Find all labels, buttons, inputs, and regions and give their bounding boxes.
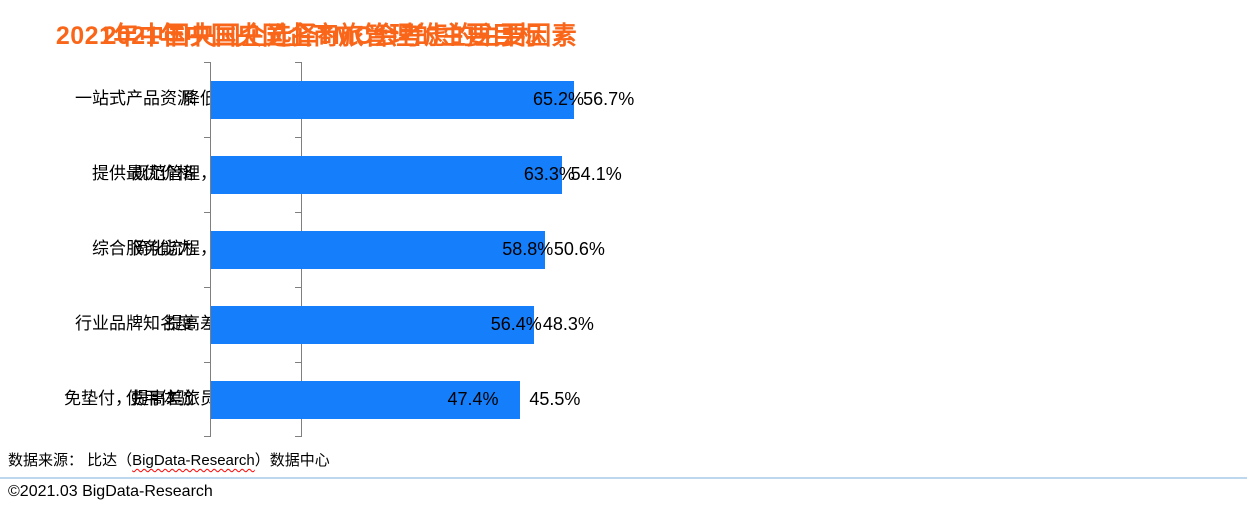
axis-tick	[204, 436, 210, 437]
bar-cell: 56.4%	[204, 287, 607, 362]
chart-row: 行业品牌知名度 56.4%	[0, 287, 607, 362]
axis-tick	[295, 436, 301, 437]
bar-cell: 58.8%	[204, 212, 607, 287]
chart-row: 一站式产品资源 65.2%	[0, 62, 607, 137]
axis-tick	[204, 62, 210, 63]
data-source-suffix: ）数据中心	[254, 452, 330, 469]
divider-line	[0, 477, 1247, 479]
category-label: 综合服务能力	[92, 239, 194, 259]
bar	[211, 80, 524, 119]
axis-tick	[204, 362, 210, 363]
data-source-line: 数据来源： 比达（BigData-Research）数据中心	[8, 449, 330, 470]
category-label: 使用体验	[126, 389, 194, 409]
bar-cell: 63.3%	[204, 137, 607, 212]
axis-tick	[295, 62, 301, 63]
axis-tick	[295, 287, 301, 288]
category-label: 一站式产品资源	[75, 89, 194, 109]
value-label: 56.7%	[583, 89, 635, 109]
bar	[211, 155, 515, 194]
axis-tick	[204, 137, 210, 138]
axis-tick	[204, 287, 210, 288]
data-source-brand: BigData-Research	[132, 452, 255, 469]
chart-title: 2021年中国央国企选择TMC会考虑的主要因素	[55, 22, 578, 50]
axis-tick	[295, 137, 301, 138]
bar	[211, 230, 494, 269]
value-label: 45.5%	[529, 389, 581, 409]
category-label: 提供最优价格	[92, 164, 194, 184]
plot-area: 一站式产品资源 65.2% 提供最优价格 63.3% 综合服务能力 58.8% 行业品牌知名…	[0, 62, 607, 437]
bar-cell: 47.4%	[204, 362, 607, 437]
chart-row: 使用体验 47.4%	[0, 362, 607, 437]
axis-tick	[295, 362, 301, 363]
value-label: 56.4%	[490, 314, 542, 334]
value-label: 47.4%	[447, 389, 499, 409]
chart-row: 提供最优价格 63.3%	[0, 137, 607, 212]
bar	[211, 380, 439, 419]
axis-tick	[204, 212, 210, 213]
axis-tick	[295, 212, 301, 213]
copyright-text: ©2021.03 BigData-Research	[8, 483, 213, 500]
value-label: 48.3%	[542, 314, 594, 334]
category-label: 行业品牌知名度	[75, 314, 194, 334]
chart-tmc-selection-factors: 2021年中国央国企选择TMC会考虑的主要因素 一站式产品资源 65.2% 提供最优…	[0, 0, 607, 445]
chart-row: 综合服务能力 58.8%	[0, 212, 607, 287]
value-label: 65.2%	[532, 89, 584, 109]
bar	[211, 305, 482, 344]
value-label: 54.1%	[570, 164, 622, 184]
value-label: 63.3%	[523, 164, 575, 184]
bar-cell: 65.2%	[204, 62, 607, 137]
chart-title: 2021年中国央国企商旅管理的主要目标	[102, 22, 543, 50]
value-label: 50.6%	[553, 239, 605, 259]
value-label: 58.8%	[502, 239, 554, 259]
data-source-prefix: 数据来源： 比达（	[8, 452, 133, 469]
